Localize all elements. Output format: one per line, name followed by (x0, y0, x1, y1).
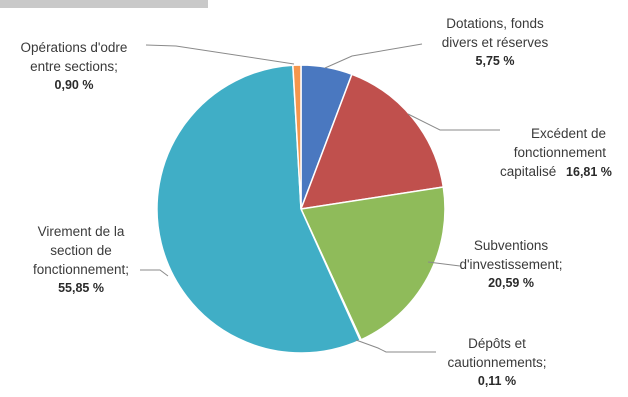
top-bar (0, 0, 208, 8)
leader-line-virement (140, 269, 169, 277)
label-virement-line2: section de (50, 243, 112, 258)
label-virement-line1: Virement de la (37, 224, 125, 239)
label-virement-line3: fonctionnement; (32, 262, 130, 277)
label-depots-line1: Dépôts et (468, 336, 526, 351)
label-subventions-line1: Subventions (473, 238, 549, 253)
label-dotations-line2: divers et réserves (441, 35, 549, 50)
label-excedent: Excédent de fonctionnement (474, 124, 606, 162)
label-subventions: Subventions d'investissement; 20,59 % (446, 236, 576, 293)
pie-slice-subventions (299, 186, 446, 341)
label-subventions-value: 20,59 % (488, 276, 534, 290)
leader-line-operations (145, 44, 295, 65)
label-excedent-value: 16,81 % (566, 165, 612, 179)
pie-slice-excedent (299, 73, 445, 210)
label-depots-value: 0,11 % (477, 374, 517, 388)
label-excedent-line3: capitalisé (500, 164, 557, 179)
pie-slice-operations (292, 64, 302, 210)
label-operations: Opérations d'odre entre sections; 0,90 % (6, 38, 142, 95)
leader-lines (140, 43, 500, 353)
leader-line-subventions (427, 261, 461, 267)
label-dotations-value: 5,75 % (475, 54, 515, 68)
label-excedent-line1: Excédent de (530, 126, 606, 141)
leader-line-dotations (324, 43, 423, 69)
label-depots-line2: cautionnements; (447, 355, 547, 370)
label-depots: Dépôts et cautionnements; 0,11 % (432, 334, 562, 391)
pie-slice-virement (156, 64, 362, 354)
label-virement: Virement de la section de fonctionnement… (16, 222, 146, 298)
label-dotations: Dotations, fonds divers et réserves 5,75… (426, 14, 564, 71)
label-subventions-line2: d'investissement; (459, 257, 563, 272)
leader-line-depots (355, 339, 436, 353)
label-excedent-line3-row: capitalisé 16,81 % (500, 162, 612, 182)
label-operations-line1: Opérations d'odre (20, 40, 128, 55)
label-operations-line2: entre sections; (30, 59, 118, 74)
leader-line-excedent (407, 113, 500, 131)
label-virement-value: 55,85 % (58, 281, 104, 295)
pie-slices (156, 64, 446, 354)
label-dotations-line1: Dotations, fonds (446, 16, 544, 31)
label-operations-value: 0,90 % (54, 78, 94, 92)
label-excedent-line2: fonctionnement (513, 145, 606, 160)
